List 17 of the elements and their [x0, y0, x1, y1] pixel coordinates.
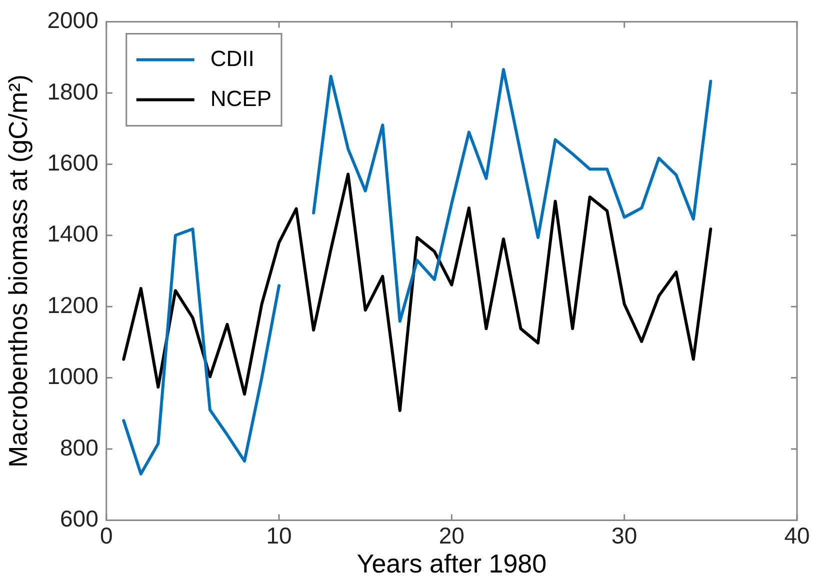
y-tick-label: 600 [60, 506, 98, 532]
y-tick-label: 1200 [47, 292, 98, 318]
x-tick-label: 40 [784, 522, 810, 548]
x-tick-label: 0 [100, 522, 113, 548]
y-axis-title: Macrobenthos biomass at (gC/m²) [2, 74, 33, 468]
legend-label: CDII [210, 46, 254, 71]
y-tick-label: 800 [60, 434, 98, 460]
y-tick-label: 1800 [47, 78, 98, 104]
y-tick-label: 2000 [47, 7, 98, 34]
y-tick-label: 1000 [47, 363, 98, 390]
legend-label: NCEP [210, 86, 272, 111]
x-axis-title: Years after 1980 [356, 548, 547, 579]
y-tick-label: 1600 [47, 150, 98, 176]
x-tick-label: 30 [612, 522, 638, 548]
y-tick-label: 1400 [47, 220, 98, 247]
x-tick-label: 20 [438, 522, 464, 548]
x-tick-label: 10 [266, 522, 292, 548]
